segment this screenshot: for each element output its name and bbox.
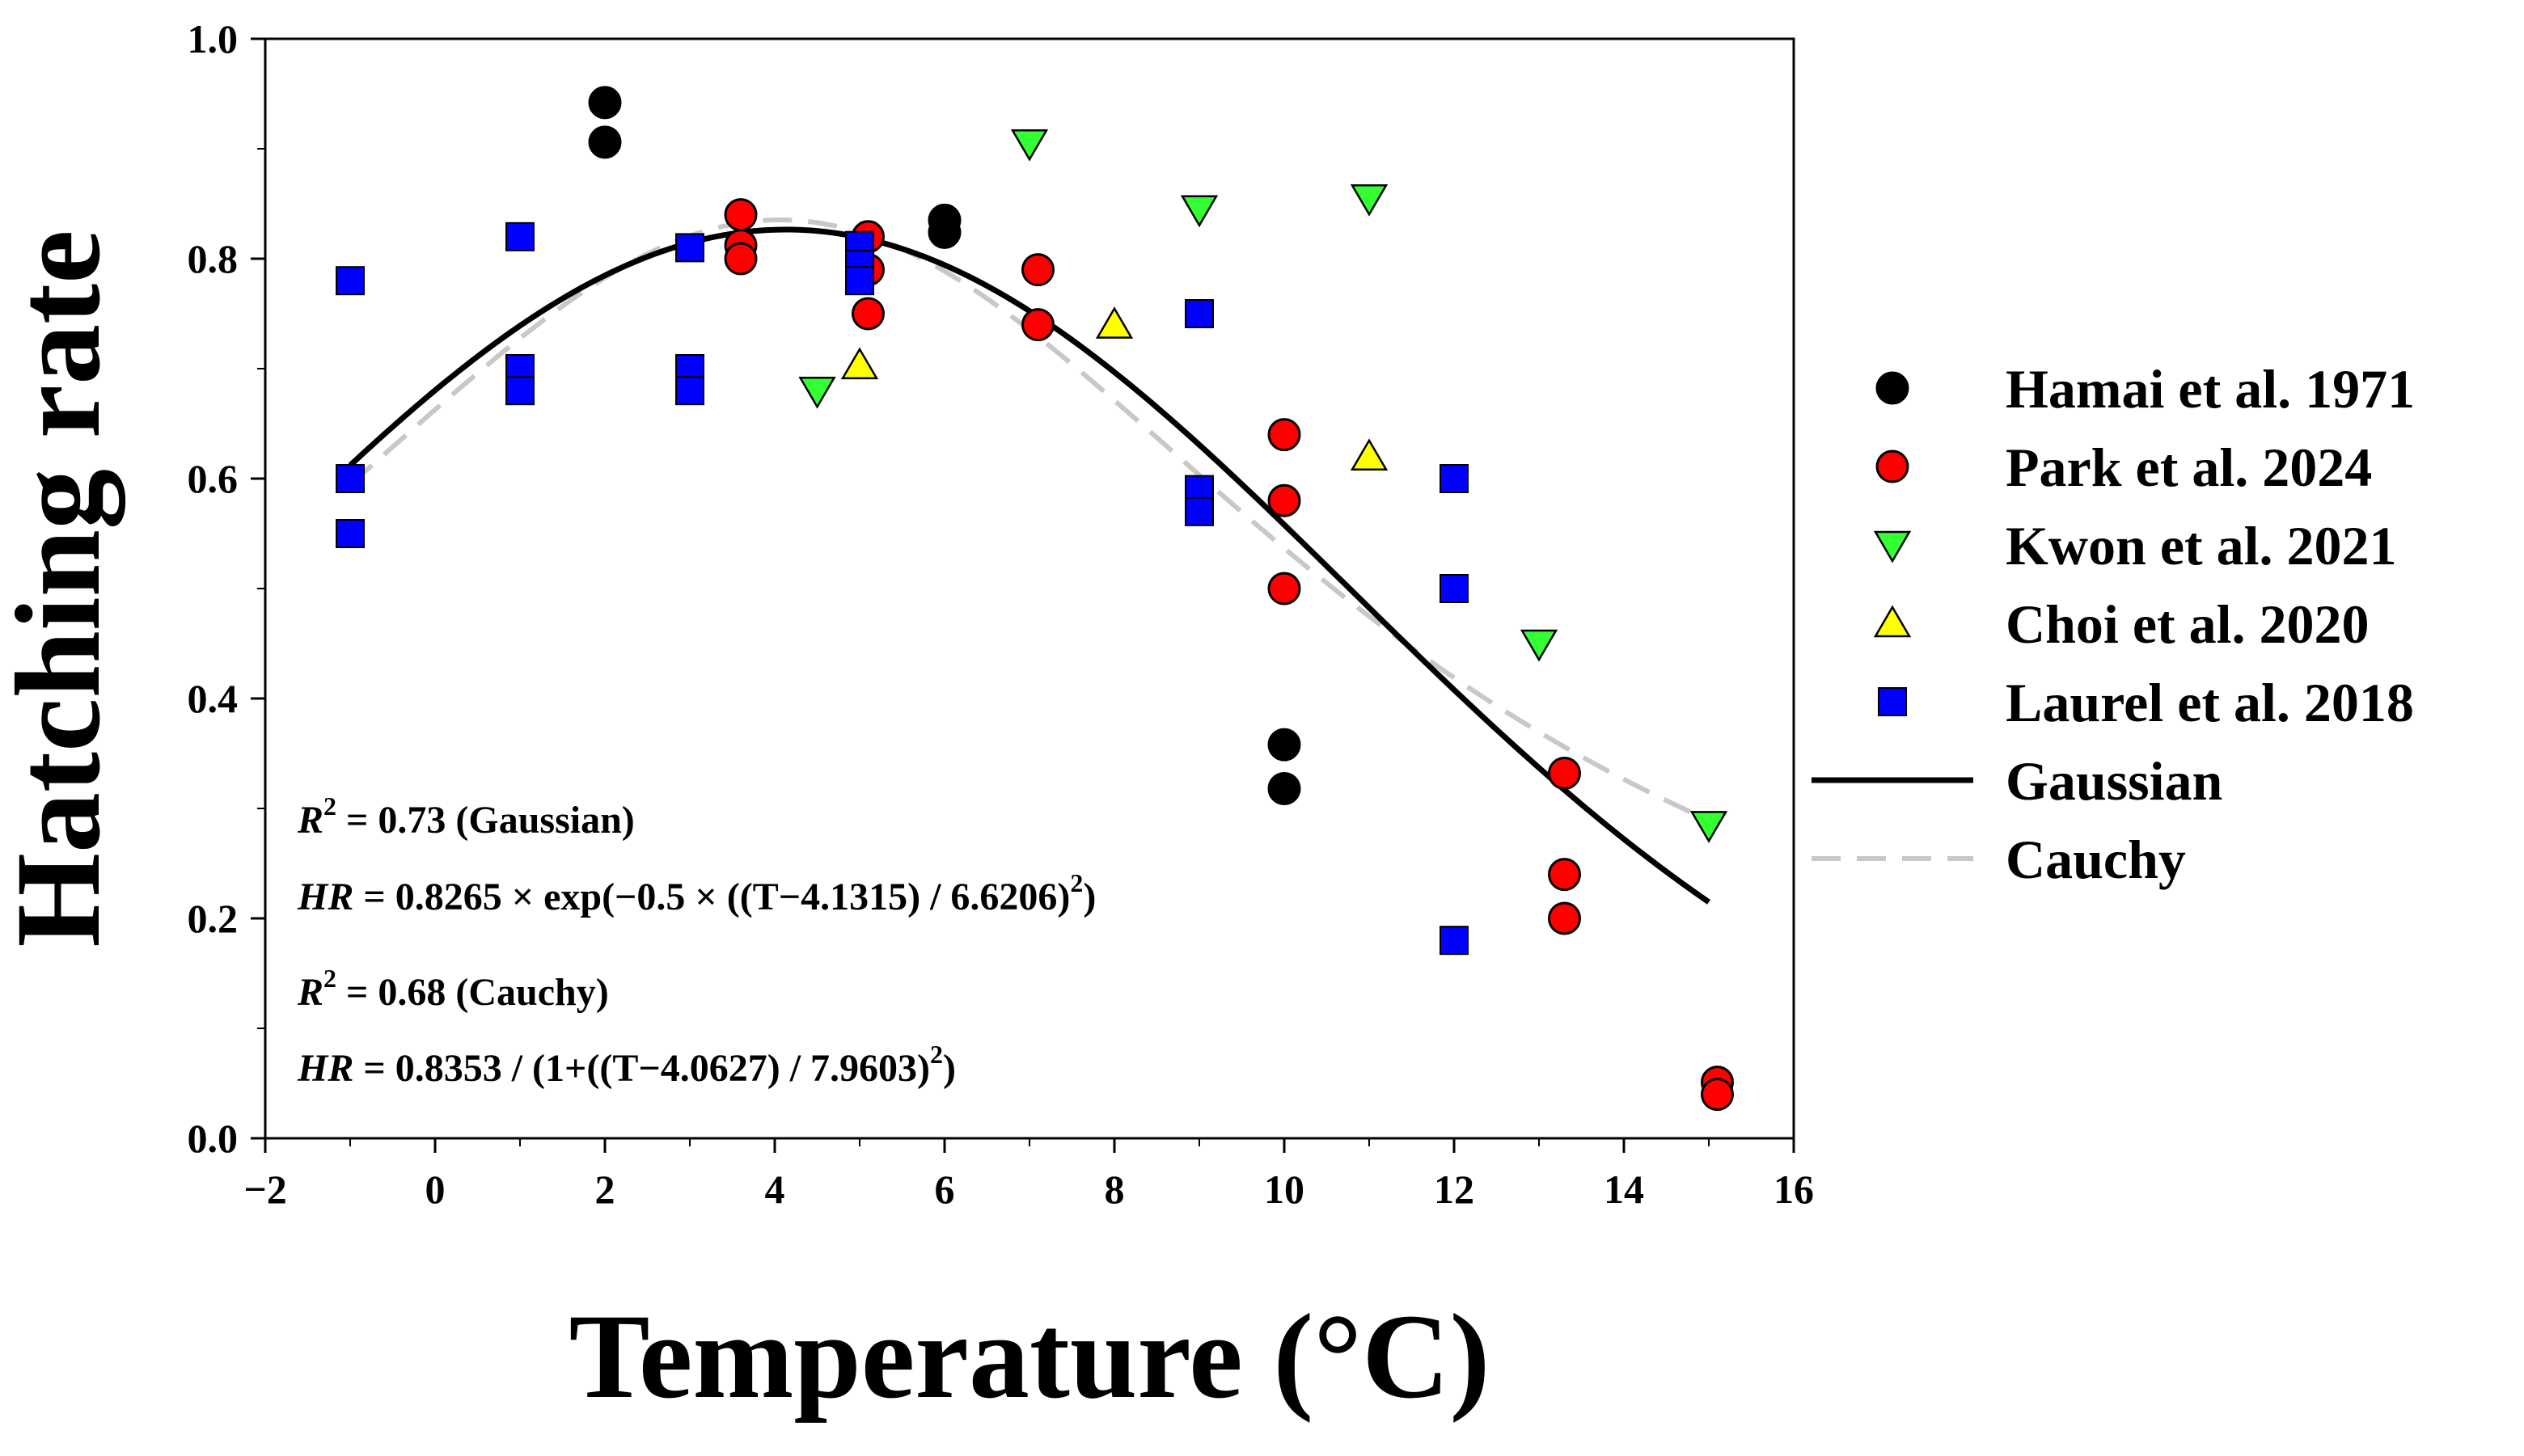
x-tick-label: 16 [1774,1167,1814,1212]
y-axis-title: Hatching rate [0,230,125,947]
y-tick-label: 0.2 [188,896,239,941]
data-point [1185,496,1214,526]
data-point [724,242,758,276]
x-axis-title: Temperature (°C) [569,1289,1490,1424]
data-point [852,297,885,331]
series-park [724,198,1734,1112]
axis-ticks: −2 0 2 4 6 8 10 12 14 16 0.0 0.2 0.4 0.6 0.8 1.0 [188,16,1815,1212]
legend-marker [1878,687,1907,716]
y-tick-label: 0.6 [188,456,239,501]
legend-label: Laurel et al. 2018 [2006,672,2414,733]
data-point [1185,299,1214,328]
data-point [588,125,622,159]
data-point [928,215,962,249]
legend-label: Choi et al. 2020 [2006,593,2370,655]
data-point [1180,195,1219,228]
x-tick-label: 8 [1105,1167,1125,1212]
series-hamai [588,86,1301,806]
gaussian-formula-annotation: HR = 0.8265 × exp(−0.5 × ((T−4.1315) / 6… [297,868,1096,918]
data-point [336,519,365,548]
legend-label: Kwon et al. 2021 [2006,515,2397,576]
y-tick-label: 0.0 [188,1116,239,1161]
x-tick-label: 12 [1434,1167,1474,1212]
data-point [1350,438,1389,471]
data-point [1267,418,1301,452]
legend-marker [1873,605,1912,638]
data-point [1267,572,1301,606]
y-tick-label: 0.8 [188,236,239,281]
x-tick-label: 2 [595,1167,615,1212]
data-point [588,86,622,120]
data-point [1440,464,1469,493]
data-point [845,266,874,296]
x-tick-label: 14 [1604,1167,1644,1212]
legend-marker [1875,449,1909,483]
data-point [1689,811,1728,843]
x-tick-label: −2 [243,1167,287,1212]
data-point [1440,574,1469,603]
legend-label: Cauchy [2006,829,2186,890]
data-point [1440,926,1469,956]
y-tick-label: 1.0 [188,16,239,61]
x-tick-label: 10 [1264,1167,1304,1212]
x-tick-label: 6 [935,1167,955,1212]
series-laurel [336,222,1469,956]
data-point [505,222,535,251]
x-tick-label: 0 [425,1167,446,1212]
data-point [1548,901,1581,935]
data-point [1520,629,1558,662]
data-point [505,376,535,406]
data-point [798,376,836,409]
legend-marker [1875,371,1909,405]
x-tick-label: 4 [765,1167,785,1212]
data-point [1548,756,1581,790]
data-point [1701,1078,1734,1112]
annotations: R2 = 0.73 (Gaussian) HR = 0.8265 × exp(−… [297,791,1096,1090]
data-point [675,233,704,263]
data-point [336,266,365,296]
gaussian-r2-annotation: R2 = 0.73 (Gaussian) [297,791,635,842]
data-point [1021,253,1055,287]
legend-label: Park et al. 2024 [2006,437,2372,498]
series-kwon [798,129,1728,843]
data-point [1267,772,1301,806]
series-choi [840,306,1389,471]
data-point [1021,308,1055,342]
data-point [675,376,704,406]
data-point [840,347,879,380]
data-point [1350,184,1389,217]
data-point [1267,728,1301,762]
data-point [1010,129,1049,162]
legend-marker [1873,530,1912,563]
data-point [1095,306,1134,339]
data-point [724,198,758,232]
data-point [336,464,365,493]
cauchy-formula-annotation: HR = 0.8353 / (1+((T−4.0627) / 7.9603)2) [297,1040,956,1090]
legend-label: Gaussian [2006,750,2222,812]
cauchy-r2-annotation: R2 = 0.68 (Cauchy) [297,964,609,1014]
data-points [336,86,1734,1112]
legend: Hamai et al. 1971 Park et al. 2024 Kwon et… [1812,358,2415,890]
data-point [1548,858,1581,892]
legend-label: Hamai et al. 1971 [2006,358,2415,420]
data-point [1267,483,1301,517]
y-tick-label: 0.4 [188,676,239,721]
